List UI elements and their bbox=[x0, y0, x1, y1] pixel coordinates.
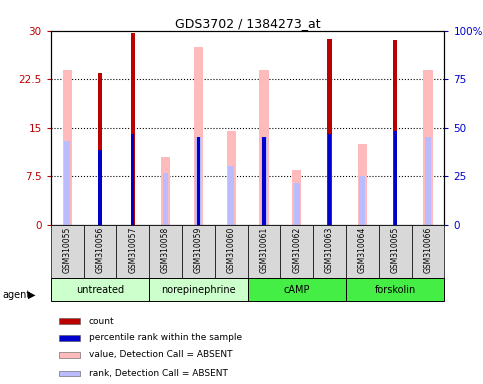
Bar bbox=[394, 131, 397, 225]
Text: forskolin: forskolin bbox=[374, 285, 416, 295]
Text: untreated: untreated bbox=[76, 285, 124, 295]
Bar bbox=[131, 134, 134, 225]
Text: GSM310059: GSM310059 bbox=[194, 226, 203, 273]
Text: GSM310063: GSM310063 bbox=[325, 226, 334, 273]
Text: GSM310065: GSM310065 bbox=[391, 226, 399, 273]
Text: ▶: ▶ bbox=[28, 290, 35, 300]
Bar bbox=[130, 33, 135, 225]
Text: GSM310057: GSM310057 bbox=[128, 226, 137, 273]
Bar bbox=[262, 137, 266, 225]
FancyBboxPatch shape bbox=[247, 278, 346, 301]
Bar bbox=[161, 157, 170, 225]
FancyBboxPatch shape bbox=[149, 278, 247, 301]
Bar bbox=[424, 70, 433, 225]
Bar bbox=[327, 39, 332, 225]
Bar bbox=[227, 131, 236, 225]
Bar bbox=[59, 371, 80, 376]
Bar bbox=[62, 70, 71, 225]
Bar bbox=[98, 73, 102, 225]
Bar bbox=[59, 335, 80, 341]
Bar bbox=[359, 176, 365, 225]
FancyBboxPatch shape bbox=[346, 225, 379, 278]
Text: GSM310062: GSM310062 bbox=[292, 226, 301, 273]
FancyBboxPatch shape bbox=[149, 225, 182, 278]
FancyBboxPatch shape bbox=[51, 278, 149, 301]
FancyBboxPatch shape bbox=[280, 225, 313, 278]
Text: GSM310060: GSM310060 bbox=[227, 226, 236, 273]
Text: GSM310056: GSM310056 bbox=[96, 226, 104, 273]
Bar bbox=[259, 70, 269, 225]
Text: GSM310064: GSM310064 bbox=[358, 226, 367, 273]
FancyBboxPatch shape bbox=[182, 225, 215, 278]
Bar bbox=[358, 144, 367, 225]
Bar bbox=[425, 137, 431, 225]
FancyBboxPatch shape bbox=[116, 225, 149, 278]
Text: percentile rank within the sample: percentile rank within the sample bbox=[88, 333, 242, 343]
Bar bbox=[196, 137, 201, 225]
Bar bbox=[197, 137, 200, 225]
Bar bbox=[194, 47, 203, 225]
Bar bbox=[228, 167, 234, 225]
Bar bbox=[59, 318, 80, 324]
Text: count: count bbox=[88, 316, 114, 326]
Text: cAMP: cAMP bbox=[284, 285, 310, 295]
Bar bbox=[59, 352, 80, 358]
Text: value, Detection Call = ABSENT: value, Detection Call = ABSENT bbox=[88, 350, 232, 359]
Bar bbox=[328, 134, 331, 225]
FancyBboxPatch shape bbox=[247, 225, 280, 278]
Text: GSM310066: GSM310066 bbox=[424, 226, 432, 273]
Text: agent: agent bbox=[2, 290, 30, 300]
Bar bbox=[292, 170, 301, 225]
FancyBboxPatch shape bbox=[84, 225, 116, 278]
FancyBboxPatch shape bbox=[215, 225, 247, 278]
Text: GSM310058: GSM310058 bbox=[161, 226, 170, 273]
FancyBboxPatch shape bbox=[412, 225, 444, 278]
Text: rank, Detection Call = ABSENT: rank, Detection Call = ABSENT bbox=[88, 369, 227, 378]
FancyBboxPatch shape bbox=[379, 225, 412, 278]
Bar bbox=[393, 40, 398, 225]
Text: GSM310055: GSM310055 bbox=[63, 226, 71, 273]
Bar bbox=[163, 173, 169, 225]
Text: norepinephrine: norepinephrine bbox=[161, 285, 236, 295]
FancyBboxPatch shape bbox=[313, 225, 346, 278]
Bar bbox=[294, 183, 299, 225]
Bar bbox=[98, 150, 101, 225]
Text: GSM310061: GSM310061 bbox=[259, 226, 269, 273]
Bar bbox=[64, 141, 70, 225]
Bar bbox=[261, 137, 267, 225]
Title: GDS3702 / 1384273_at: GDS3702 / 1384273_at bbox=[175, 17, 320, 30]
FancyBboxPatch shape bbox=[346, 278, 444, 301]
FancyBboxPatch shape bbox=[51, 225, 84, 278]
